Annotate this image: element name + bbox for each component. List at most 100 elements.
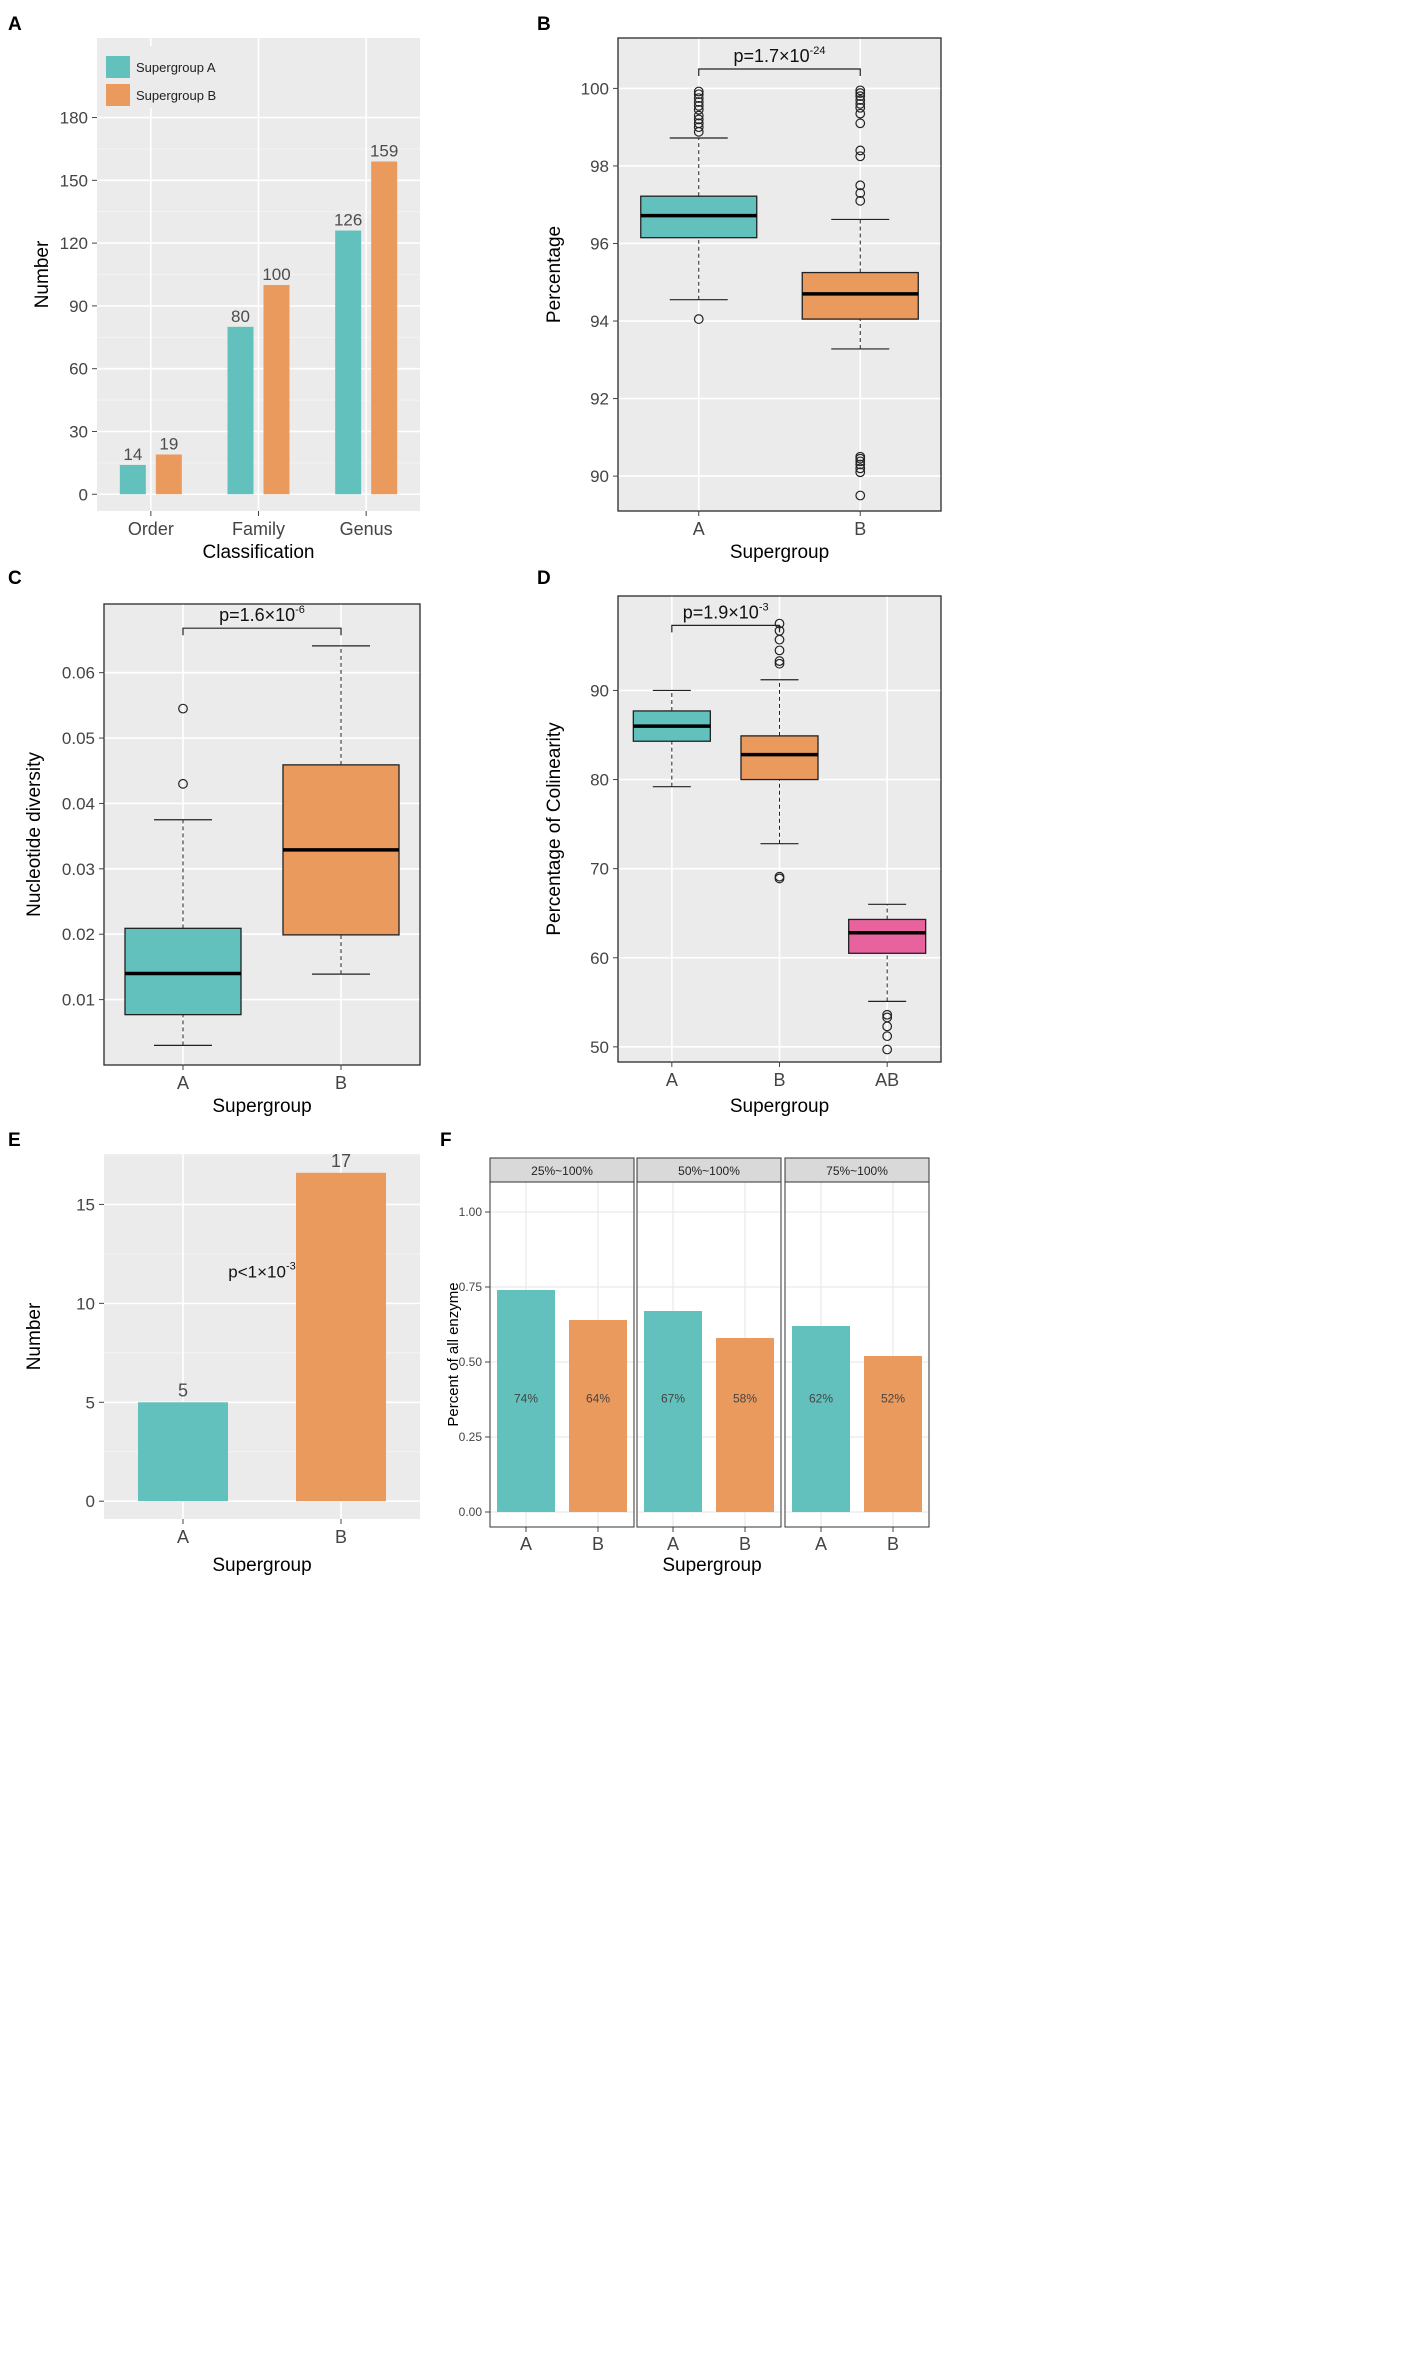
x-tick-label: B bbox=[773, 1070, 785, 1090]
outlier-point-a bbox=[693, 89, 704, 100]
bar-1-b bbox=[569, 1320, 627, 1512]
x-tick-label: A bbox=[177, 1527, 189, 1547]
outlier-point-a bbox=[693, 97, 704, 107]
p-value-exponent: -3 bbox=[759, 601, 769, 613]
panel-letter-a: A bbox=[8, 14, 22, 35]
y-tick-label: 94 bbox=[590, 312, 609, 331]
p-value-base: p=1.6×10 bbox=[219, 605, 295, 625]
significance-bracket bbox=[698, 68, 861, 77]
p-value-base: p=1.9×10 bbox=[683, 602, 759, 622]
p-value-exponent: -3 bbox=[286, 1261, 296, 1273]
facet-strip-label: 75%~100% bbox=[826, 1164, 888, 1178]
y-tick-label: 30 bbox=[69, 422, 88, 441]
outlier-point-b bbox=[855, 108, 866, 119]
y-tick-label: 0.02 bbox=[62, 925, 95, 944]
bar-supergroup-b-order bbox=[155, 454, 182, 495]
y-tick-label: 120 bbox=[60, 234, 88, 253]
panel-letter-e: E bbox=[8, 1130, 21, 1151]
bar-data-label: 80 bbox=[231, 307, 250, 326]
facet-panel-border bbox=[636, 1181, 782, 1528]
bar-data-label: 52% bbox=[881, 1392, 905, 1406]
x-tick-label: B bbox=[854, 519, 866, 539]
legend-key-b bbox=[106, 84, 130, 106]
outlier-point-b bbox=[855, 188, 866, 198]
y-tick-label: 0.00 bbox=[459, 1505, 483, 1519]
outlier-point-b bbox=[855, 95, 866, 105]
p-value-annotation: p=1.9×10-3 bbox=[683, 601, 769, 622]
significance-bracket bbox=[671, 624, 781, 633]
y-tick-label: 0.01 bbox=[62, 991, 95, 1010]
bar-data-label: 19 bbox=[159, 434, 178, 453]
bar-3-b bbox=[864, 1356, 922, 1512]
x-tick-label: A bbox=[666, 1070, 678, 1090]
outlier-point-a bbox=[178, 778, 188, 789]
plot-panel-border bbox=[617, 37, 942, 512]
x-axis-title: Supergroup bbox=[730, 1096, 829, 1117]
bar-data-label: 14 bbox=[123, 445, 142, 464]
outlier-point-a bbox=[693, 122, 704, 133]
x-tick-label: Family bbox=[232, 519, 285, 539]
outlier-point-a bbox=[693, 114, 704, 125]
bar-2-a bbox=[644, 1311, 702, 1512]
outlier-point-b bbox=[855, 180, 866, 191]
outlier-point-ab bbox=[882, 1009, 893, 1020]
outlier-point-b bbox=[855, 118, 866, 129]
outlier-point-b bbox=[774, 871, 785, 882]
outlier-point-b bbox=[774, 645, 785, 656]
x-tick-label: B bbox=[335, 1073, 347, 1093]
y-tick-label: 90 bbox=[590, 467, 609, 486]
x-tick-label: Genus bbox=[340, 519, 393, 539]
outlier-point-b bbox=[855, 91, 866, 102]
outlier-point-a bbox=[178, 703, 188, 714]
p-value-annotation: p<1×10-3 bbox=[228, 1261, 295, 1282]
bar-b bbox=[296, 1172, 386, 1502]
y-axis-title: Number bbox=[24, 1302, 45, 1370]
y-tick-label: 92 bbox=[590, 390, 609, 409]
bar-data-label: 64% bbox=[586, 1392, 610, 1406]
box-ab bbox=[848, 918, 927, 954]
outlier-point-b bbox=[855, 467, 866, 478]
bar-supergroup-a-order bbox=[119, 464, 146, 495]
y-tick-label: 0.50 bbox=[459, 1355, 483, 1369]
bar-a bbox=[138, 1402, 228, 1502]
panel-letter-c: C bbox=[8, 568, 22, 589]
x-axis-title: Supergroup bbox=[212, 1096, 311, 1117]
outlier-point-a bbox=[693, 86, 704, 97]
x-axis-title: Supergroup bbox=[730, 542, 829, 563]
outlier-point-ab bbox=[882, 1031, 893, 1042]
outlier-point-b bbox=[855, 456, 866, 467]
box-b bbox=[740, 735, 819, 781]
legend-label: Supergroup B bbox=[136, 88, 216, 103]
p-value-annotation: p=1.6×10-6 bbox=[219, 604, 305, 625]
plot-panel-border bbox=[103, 603, 421, 1066]
bar-data-label: 126 bbox=[334, 211, 362, 230]
facet-panel-border bbox=[489, 1181, 635, 1528]
y-tick-label: 0.25 bbox=[459, 1430, 483, 1444]
facet-strip-2 bbox=[636, 1157, 782, 1183]
x-tick-label: AB bbox=[875, 1070, 899, 1090]
outlier-point-b bbox=[855, 463, 866, 474]
x-tick-label: A bbox=[693, 519, 705, 539]
outlier-point-b bbox=[855, 102, 866, 113]
bar-supergroup-a-family bbox=[227, 326, 254, 495]
outlier-point-b bbox=[855, 451, 866, 462]
facet-strip-1 bbox=[489, 1157, 635, 1183]
y-tick-label: 0.75 bbox=[459, 1280, 483, 1294]
outlier-point-b bbox=[855, 99, 866, 109]
panel-letter-b: B bbox=[537, 14, 551, 35]
x-axis-title: Supergroup bbox=[662, 1555, 761, 1576]
x-tick-label: B bbox=[335, 1527, 347, 1547]
y-tick-label: 1.00 bbox=[459, 1205, 483, 1219]
y-tick-label: 180 bbox=[60, 109, 88, 128]
outlier-point-a bbox=[693, 314, 704, 324]
facet-strip-label: 25%~100% bbox=[531, 1164, 593, 1178]
box-a bbox=[124, 927, 242, 1016]
bar-1-a bbox=[497, 1290, 555, 1512]
facet-strip-3 bbox=[784, 1157, 930, 1183]
outlier-point-a bbox=[693, 110, 704, 121]
bar-data-label: 67% bbox=[661, 1392, 685, 1406]
outlier-point-b bbox=[855, 490, 866, 501]
outlier-point-b bbox=[774, 656, 785, 666]
bar-data-label: 58% bbox=[733, 1392, 757, 1406]
